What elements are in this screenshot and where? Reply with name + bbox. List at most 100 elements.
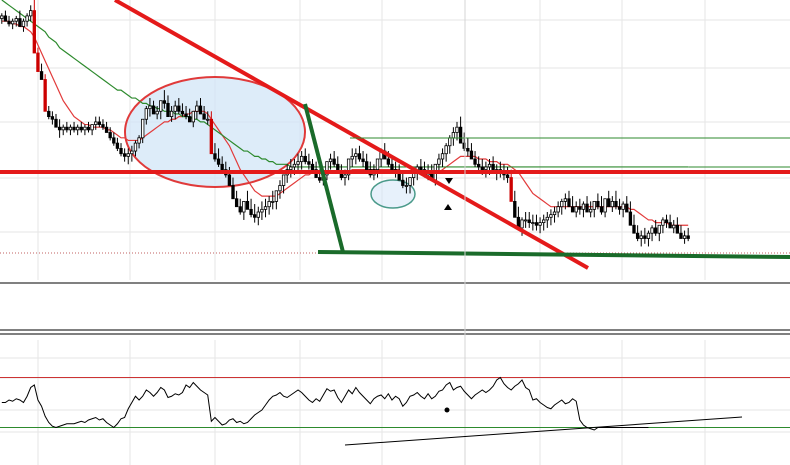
trendline-green-support bbox=[317, 250, 790, 259]
ma_slow-line bbox=[1, 0, 689, 168]
candle-body bbox=[29, 10, 33, 17]
candle-body bbox=[646, 232, 651, 239]
candle-body bbox=[661, 219, 665, 226]
candle-body bbox=[437, 158, 441, 165]
candle-body bbox=[401, 179, 405, 186]
candle-body bbox=[520, 219, 524, 229]
candle-body bbox=[487, 163, 492, 168]
candle-body bbox=[76, 126, 80, 131]
candle-body bbox=[552, 211, 557, 216]
trendline-green-steep bbox=[303, 103, 345, 253]
candle-body bbox=[292, 163, 297, 168]
candle-body bbox=[307, 161, 311, 165]
candle-body bbox=[231, 185, 235, 200]
rsi-trendline bbox=[344, 416, 743, 446]
candle-body bbox=[578, 206, 582, 210]
price-pane bbox=[0, 0, 790, 270]
candle-body bbox=[101, 124, 105, 128]
candle-body bbox=[675, 224, 680, 234]
candle-body bbox=[523, 219, 528, 222]
candle-body bbox=[444, 145, 448, 155]
candle-body bbox=[545, 216, 549, 221]
candle-body bbox=[238, 206, 242, 213]
candle-body bbox=[357, 153, 362, 160]
candle-body bbox=[328, 158, 333, 163]
candle-body bbox=[346, 158, 351, 176]
candle-body bbox=[144, 108, 148, 120]
candle-body bbox=[299, 155, 304, 163]
candle-body bbox=[151, 105, 156, 115]
candle-body bbox=[473, 158, 477, 165]
candle-body bbox=[260, 208, 264, 213]
candle-body bbox=[227, 174, 232, 186]
candle-body bbox=[563, 198, 568, 202]
candle-body bbox=[14, 18, 18, 22]
candle-body bbox=[466, 147, 470, 152]
highlight-ellipse-small bbox=[370, 179, 416, 209]
candle-body bbox=[596, 200, 600, 208]
candle-body bbox=[531, 222, 535, 225]
rsi-pane bbox=[0, 376, 790, 446]
candle-body bbox=[271, 200, 275, 203]
candle-body bbox=[133, 142, 138, 152]
candle-body bbox=[621, 203, 625, 210]
candle-body bbox=[220, 163, 224, 171]
candle-body bbox=[650, 227, 654, 234]
candle-body bbox=[505, 174, 510, 178]
candle-body bbox=[141, 118, 145, 139]
candle-body bbox=[209, 118, 213, 155]
candle-body bbox=[419, 166, 423, 170]
candle-body bbox=[3, 15, 8, 22]
candle-body bbox=[556, 206, 560, 213]
ma_fast-line bbox=[1, 20, 689, 226]
candle-body bbox=[484, 166, 488, 170]
candle-body bbox=[7, 20, 11, 25]
candle-body bbox=[90, 124, 94, 131]
candle-body bbox=[65, 126, 69, 131]
candle-body bbox=[97, 121, 102, 125]
candle-body bbox=[451, 132, 456, 139]
candle-body bbox=[632, 224, 636, 234]
candle-body bbox=[234, 198, 239, 208]
candle-body bbox=[672, 224, 676, 229]
candle-body bbox=[137, 137, 141, 144]
candle-body bbox=[469, 150, 474, 160]
candle-body bbox=[603, 198, 607, 213]
candle-body bbox=[404, 185, 409, 187]
candle-body bbox=[625, 203, 629, 213]
candle-body bbox=[386, 158, 391, 165]
candle-body bbox=[607, 198, 611, 208]
candle-body bbox=[256, 211, 260, 218]
candle-body bbox=[664, 219, 669, 223]
candle-body bbox=[509, 177, 513, 202]
candle-body bbox=[513, 200, 517, 218]
candle-body bbox=[350, 155, 354, 160]
candle-body bbox=[245, 200, 250, 210]
candle-body bbox=[216, 158, 221, 165]
candle-body bbox=[679, 232, 683, 239]
candle-body bbox=[332, 158, 336, 165]
candle-body bbox=[0, 15, 4, 19]
candle-body bbox=[682, 235, 687, 239]
candle-body bbox=[343, 174, 347, 178]
candle-body bbox=[191, 110, 195, 123]
candle-body bbox=[614, 200, 618, 208]
candle-body bbox=[79, 126, 83, 131]
candle-body bbox=[122, 153, 127, 157]
candle-body bbox=[365, 161, 369, 170]
candle-body bbox=[202, 113, 206, 120]
candle-body bbox=[267, 200, 271, 208]
candle-body bbox=[119, 147, 123, 155]
candle-body bbox=[173, 105, 177, 112]
candle-body bbox=[108, 132, 112, 139]
candle-body bbox=[94, 121, 98, 125]
candle-body bbox=[36, 52, 40, 72]
candle-body bbox=[628, 211, 633, 226]
candle-body bbox=[455, 126, 459, 133]
candle-body bbox=[303, 155, 307, 163]
candle-body bbox=[610, 200, 614, 208]
candle-body bbox=[354, 153, 358, 157]
